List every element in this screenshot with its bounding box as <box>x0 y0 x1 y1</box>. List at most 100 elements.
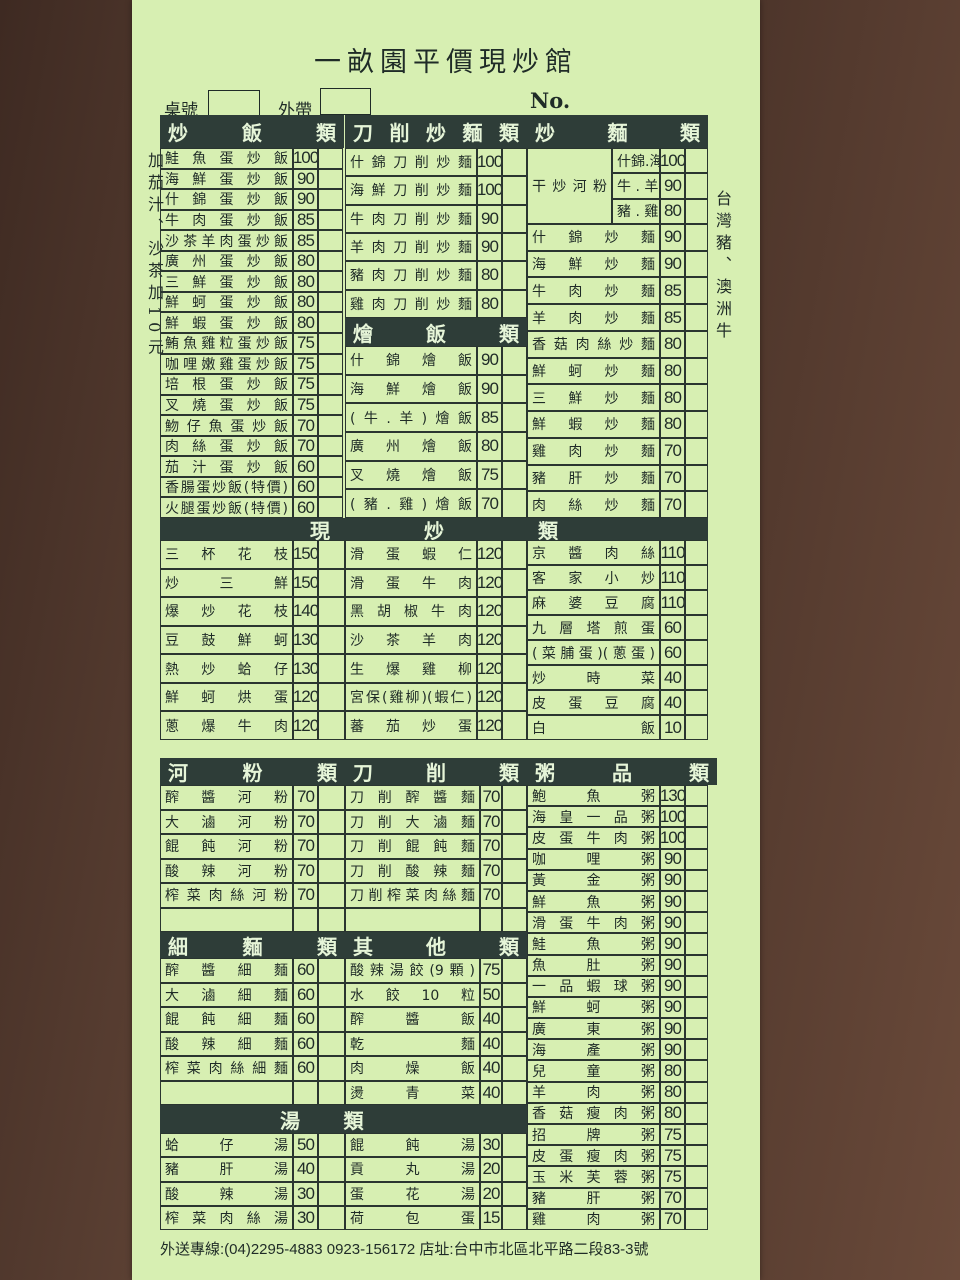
quantity-box[interactable] <box>318 809 345 834</box>
quantity-box[interactable] <box>685 304 708 331</box>
quantity-box[interactable] <box>685 933 708 955</box>
quantity-box[interactable] <box>318 476 343 498</box>
quantity-box[interactable] <box>318 1133 345 1158</box>
quantity-box[interactable] <box>318 168 343 190</box>
quantity-box[interactable] <box>318 958 345 983</box>
quantity-box[interactable] <box>318 597 345 626</box>
quantity-box[interactable] <box>502 834 527 859</box>
quantity-box[interactable] <box>502 907 527 932</box>
quantity-box[interactable] <box>685 330 708 358</box>
quantity-box[interactable] <box>685 785 708 807</box>
quantity-box[interactable] <box>685 848 708 870</box>
quantity-box[interactable] <box>502 261 527 290</box>
quantity-box[interactable] <box>685 540 708 565</box>
quantity-box[interactable] <box>502 711 527 740</box>
quantity-box[interactable] <box>502 1157 527 1182</box>
quantity-box[interactable] <box>685 148 708 174</box>
quantity-box[interactable] <box>685 198 708 224</box>
quantity-box[interactable] <box>502 432 527 461</box>
quantity-box[interactable] <box>502 1080 527 1105</box>
quantity-box[interactable] <box>318 291 343 313</box>
quantity-box[interactable] <box>318 654 345 683</box>
quantity-box[interactable] <box>685 437 708 465</box>
quantity-box[interactable] <box>685 827 708 849</box>
quantity-box[interactable] <box>502 597 527 626</box>
quantity-box[interactable] <box>318 568 345 598</box>
quantity-box[interactable] <box>318 1056 345 1081</box>
quantity-box[interactable] <box>685 384 708 412</box>
quantity-box[interactable] <box>685 1081 708 1103</box>
quantity-box[interactable] <box>318 209 343 231</box>
quantity-box[interactable] <box>685 250 708 278</box>
quantity-box[interactable] <box>685 1187 708 1209</box>
quantity-box[interactable] <box>685 869 708 891</box>
quantity-box[interactable] <box>685 615 708 640</box>
quantity-box[interactable] <box>502 1181 527 1206</box>
quantity-box[interactable] <box>318 394 343 416</box>
quantity-box[interactable] <box>502 654 527 683</box>
quantity-box[interactable] <box>318 1007 345 1032</box>
quantity-box[interactable] <box>502 809 527 834</box>
quantity-box[interactable] <box>318 711 345 740</box>
quantity-box[interactable] <box>685 1208 708 1230</box>
quantity-box[interactable] <box>318 1181 345 1206</box>
quantity-box[interactable] <box>685 224 708 251</box>
quantity-box[interactable] <box>502 1205 527 1230</box>
quantity-box[interactable] <box>502 346 527 375</box>
quantity-box[interactable] <box>502 204 527 233</box>
quantity-box[interactable] <box>318 435 343 457</box>
quantity-box[interactable] <box>685 665 708 690</box>
quantity-box[interactable] <box>685 565 708 590</box>
quantity-box[interactable] <box>685 1145 708 1167</box>
quantity-box[interactable] <box>685 411 708 438</box>
quantity-box[interactable] <box>502 489 527 518</box>
quantity-box[interactable] <box>685 1166 708 1188</box>
quantity-box[interactable] <box>318 682 345 712</box>
quantity-box[interactable] <box>318 907 345 932</box>
quantity-box[interactable] <box>502 148 527 177</box>
quantity-box[interactable] <box>502 785 527 810</box>
quantity-box[interactable] <box>318 540 345 569</box>
quantity-box[interactable] <box>318 1205 345 1230</box>
quantity-box[interactable] <box>318 982 345 1007</box>
quantity-box[interactable] <box>502 1031 527 1056</box>
quantity-box[interactable] <box>502 374 527 404</box>
quantity-box[interactable] <box>318 415 343 436</box>
quantity-box[interactable] <box>685 1039 708 1061</box>
quantity-box[interactable] <box>502 858 527 883</box>
quantity-box[interactable] <box>502 540 527 569</box>
quantity-box[interactable] <box>318 333 343 354</box>
quantity-box[interactable] <box>502 1007 527 1032</box>
quantity-box[interactable] <box>502 289 527 318</box>
quantity-box[interactable] <box>685 1018 708 1040</box>
quantity-box[interactable] <box>685 975 708 997</box>
quantity-box[interactable] <box>502 403 527 432</box>
quantity-box[interactable] <box>502 982 527 1007</box>
quantity-box[interactable] <box>502 1056 527 1081</box>
quantity-box[interactable] <box>685 1124 708 1146</box>
quantity-box[interactable] <box>318 230 343 251</box>
quantity-box[interactable] <box>502 682 527 712</box>
quantity-box[interactable] <box>685 954 708 976</box>
quantity-box[interactable] <box>318 834 345 859</box>
quantity-box[interactable] <box>685 590 708 615</box>
table-number-box[interactable] <box>208 90 260 117</box>
quantity-box[interactable] <box>685 1060 708 1082</box>
quantity-box[interactable] <box>685 1102 708 1125</box>
quantity-box[interactable] <box>318 148 343 169</box>
quantity-box[interactable] <box>502 1133 527 1158</box>
quantity-box[interactable] <box>318 456 343 477</box>
quantity-box[interactable] <box>318 353 343 375</box>
quantity-box[interactable] <box>502 568 527 598</box>
quantity-box[interactable] <box>318 374 343 395</box>
quantity-box[interactable] <box>318 312 343 333</box>
quantity-box[interactable] <box>318 250 343 272</box>
quantity-box[interactable] <box>685 357 708 385</box>
quantity-box[interactable] <box>685 690 708 715</box>
quantity-box[interactable] <box>685 277 708 305</box>
quantity-box[interactable] <box>318 1080 345 1105</box>
quantity-box[interactable] <box>502 958 527 983</box>
quantity-box[interactable] <box>502 460 527 490</box>
takeout-box[interactable] <box>320 88 371 115</box>
quantity-box[interactable] <box>685 173 708 199</box>
